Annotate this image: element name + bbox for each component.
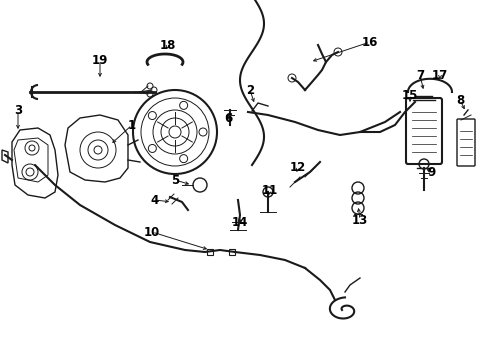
Circle shape (180, 102, 188, 109)
Circle shape (148, 144, 156, 152)
Text: 12: 12 (290, 161, 306, 174)
Circle shape (148, 112, 156, 120)
Circle shape (180, 155, 188, 163)
Text: 2: 2 (246, 84, 254, 96)
Text: 18: 18 (160, 39, 176, 51)
Text: 10: 10 (144, 225, 160, 239)
Text: 14: 14 (232, 216, 248, 229)
Text: 4: 4 (151, 194, 159, 207)
Text: 5: 5 (171, 174, 179, 186)
Text: 13: 13 (352, 213, 368, 226)
Text: 3: 3 (14, 104, 22, 117)
Bar (207, 249, 213, 255)
Text: 15: 15 (402, 89, 418, 102)
Text: 8: 8 (456, 94, 464, 107)
Text: 9: 9 (428, 166, 436, 179)
Text: 6: 6 (224, 112, 232, 125)
Circle shape (199, 128, 207, 136)
Text: 16: 16 (362, 36, 378, 49)
Text: 17: 17 (432, 68, 448, 81)
Text: 19: 19 (92, 54, 108, 67)
Text: 7: 7 (416, 68, 424, 81)
Text: 1: 1 (128, 118, 136, 131)
Text: 11: 11 (262, 184, 278, 197)
Bar (229, 249, 235, 255)
